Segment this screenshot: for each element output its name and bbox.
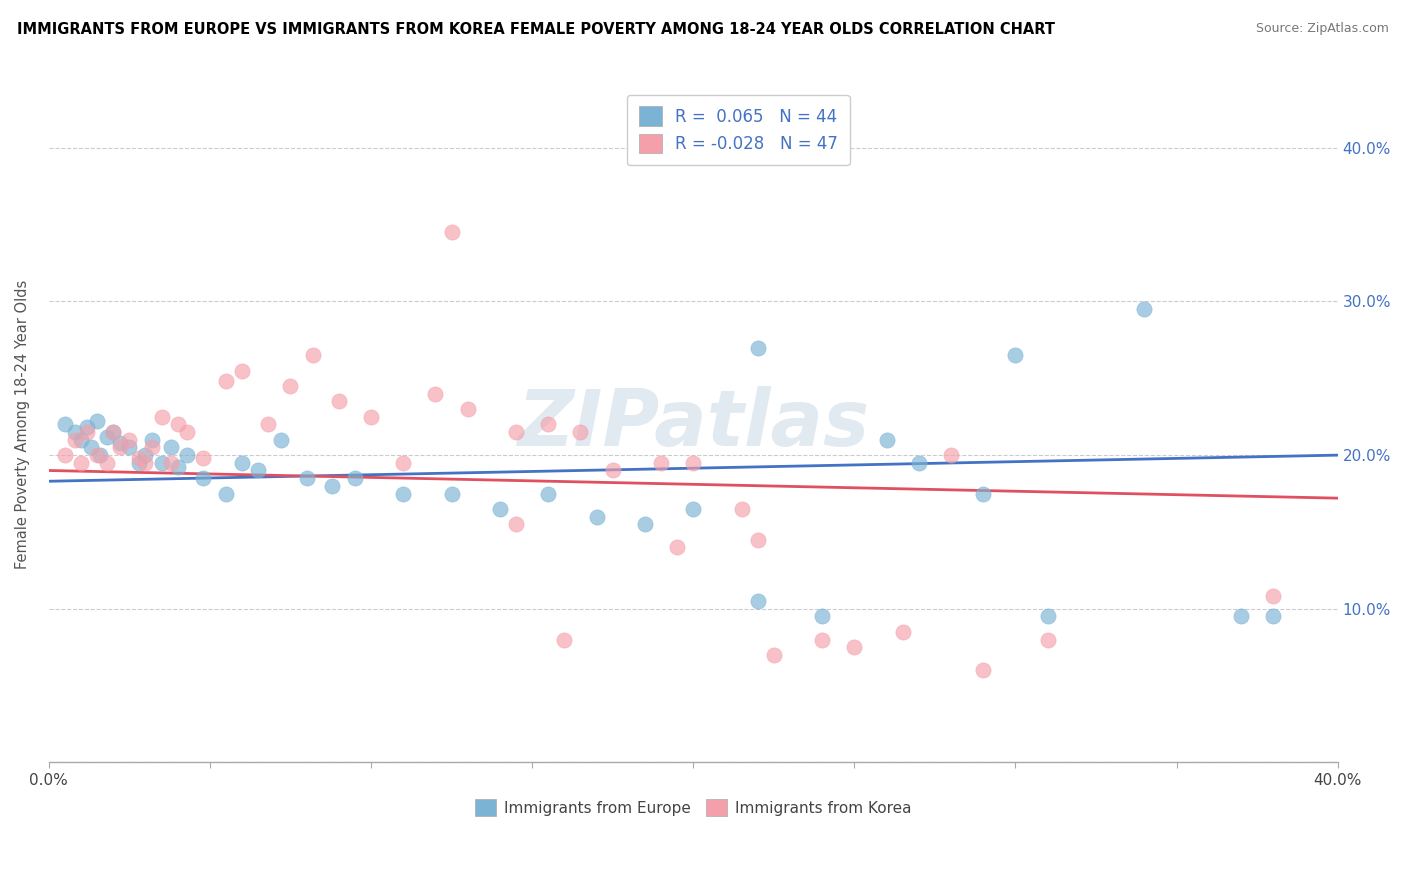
Point [1133,302,1156,317]
Point [63,433,86,447]
Point [876,433,898,447]
Point [553,632,575,647]
Point [96,456,118,470]
Point [650,456,672,470]
Y-axis label: Female Poverty Among 18-24 Year Olds: Female Poverty Among 18-24 Year Olds [15,280,30,569]
Point [176,448,198,462]
Point [108,441,131,455]
Point [134,456,156,470]
Point [682,456,704,470]
Point [96,430,118,444]
Point [457,402,479,417]
Point [907,456,929,470]
Point [89,448,111,462]
Point [70,456,93,470]
Point [215,486,238,500]
Point [1036,609,1059,624]
Point [128,451,150,466]
Point [360,409,382,424]
Point [193,471,215,485]
Point [505,517,527,532]
Point [150,409,173,424]
Point [108,435,131,450]
Point [392,456,415,470]
Point [53,417,76,432]
Point [193,451,215,466]
Point [328,394,350,409]
Point [141,441,163,455]
Point [150,456,173,470]
Point [489,502,512,516]
Point [321,479,343,493]
Point [537,417,560,432]
Point [118,441,141,455]
Point [440,225,463,239]
Point [231,363,253,377]
Point [939,448,962,462]
Point [280,379,302,393]
Point [134,448,156,462]
Point [176,425,198,439]
Point [392,486,415,500]
Point [302,348,325,362]
Point [270,433,292,447]
Point [844,640,866,655]
Point [160,441,183,455]
Point [537,486,560,500]
Point [1230,609,1253,624]
Point [747,533,769,547]
Point [1036,632,1059,647]
Point [295,471,318,485]
Point [166,417,188,432]
Point [762,648,785,662]
Point [76,420,98,434]
Point [53,448,76,462]
Point [86,414,108,428]
Point [730,502,752,516]
Legend: Immigrants from Europe, Immigrants from Korea: Immigrants from Europe, Immigrants from … [468,792,918,822]
Point [160,456,183,470]
Point [1263,590,1285,604]
Point [247,463,270,477]
Point [1004,348,1026,362]
Point [425,386,447,401]
Point [972,663,994,677]
Point [1263,609,1285,624]
Point [747,341,769,355]
Point [231,456,253,470]
Point [103,425,125,439]
Point [79,441,101,455]
Point [63,425,86,439]
Text: IMMIGRANTS FROM EUROPE VS IMMIGRANTS FROM KOREA FEMALE POVERTY AMONG 18-24 YEAR : IMMIGRANTS FROM EUROPE VS IMMIGRANTS FRO… [17,22,1054,37]
Point [215,375,238,389]
Point [569,425,592,439]
Point [86,448,108,462]
Point [634,517,657,532]
Point [602,463,624,477]
Point [141,433,163,447]
Point [585,509,607,524]
Point [666,541,689,555]
Point [343,471,366,485]
Point [257,417,280,432]
Text: Source: ZipAtlas.com: Source: ZipAtlas.com [1256,22,1389,36]
Text: ZIPatlas: ZIPatlas [517,386,869,462]
Point [891,624,914,639]
Point [747,594,769,608]
Point [440,486,463,500]
Point [972,486,994,500]
Point [103,425,125,439]
Point [682,502,704,516]
Point [811,609,834,624]
Point [811,632,834,647]
Point [505,425,527,439]
Point [70,433,93,447]
Point [118,433,141,447]
Point [76,425,98,439]
Point [166,460,188,475]
Point [128,456,150,470]
